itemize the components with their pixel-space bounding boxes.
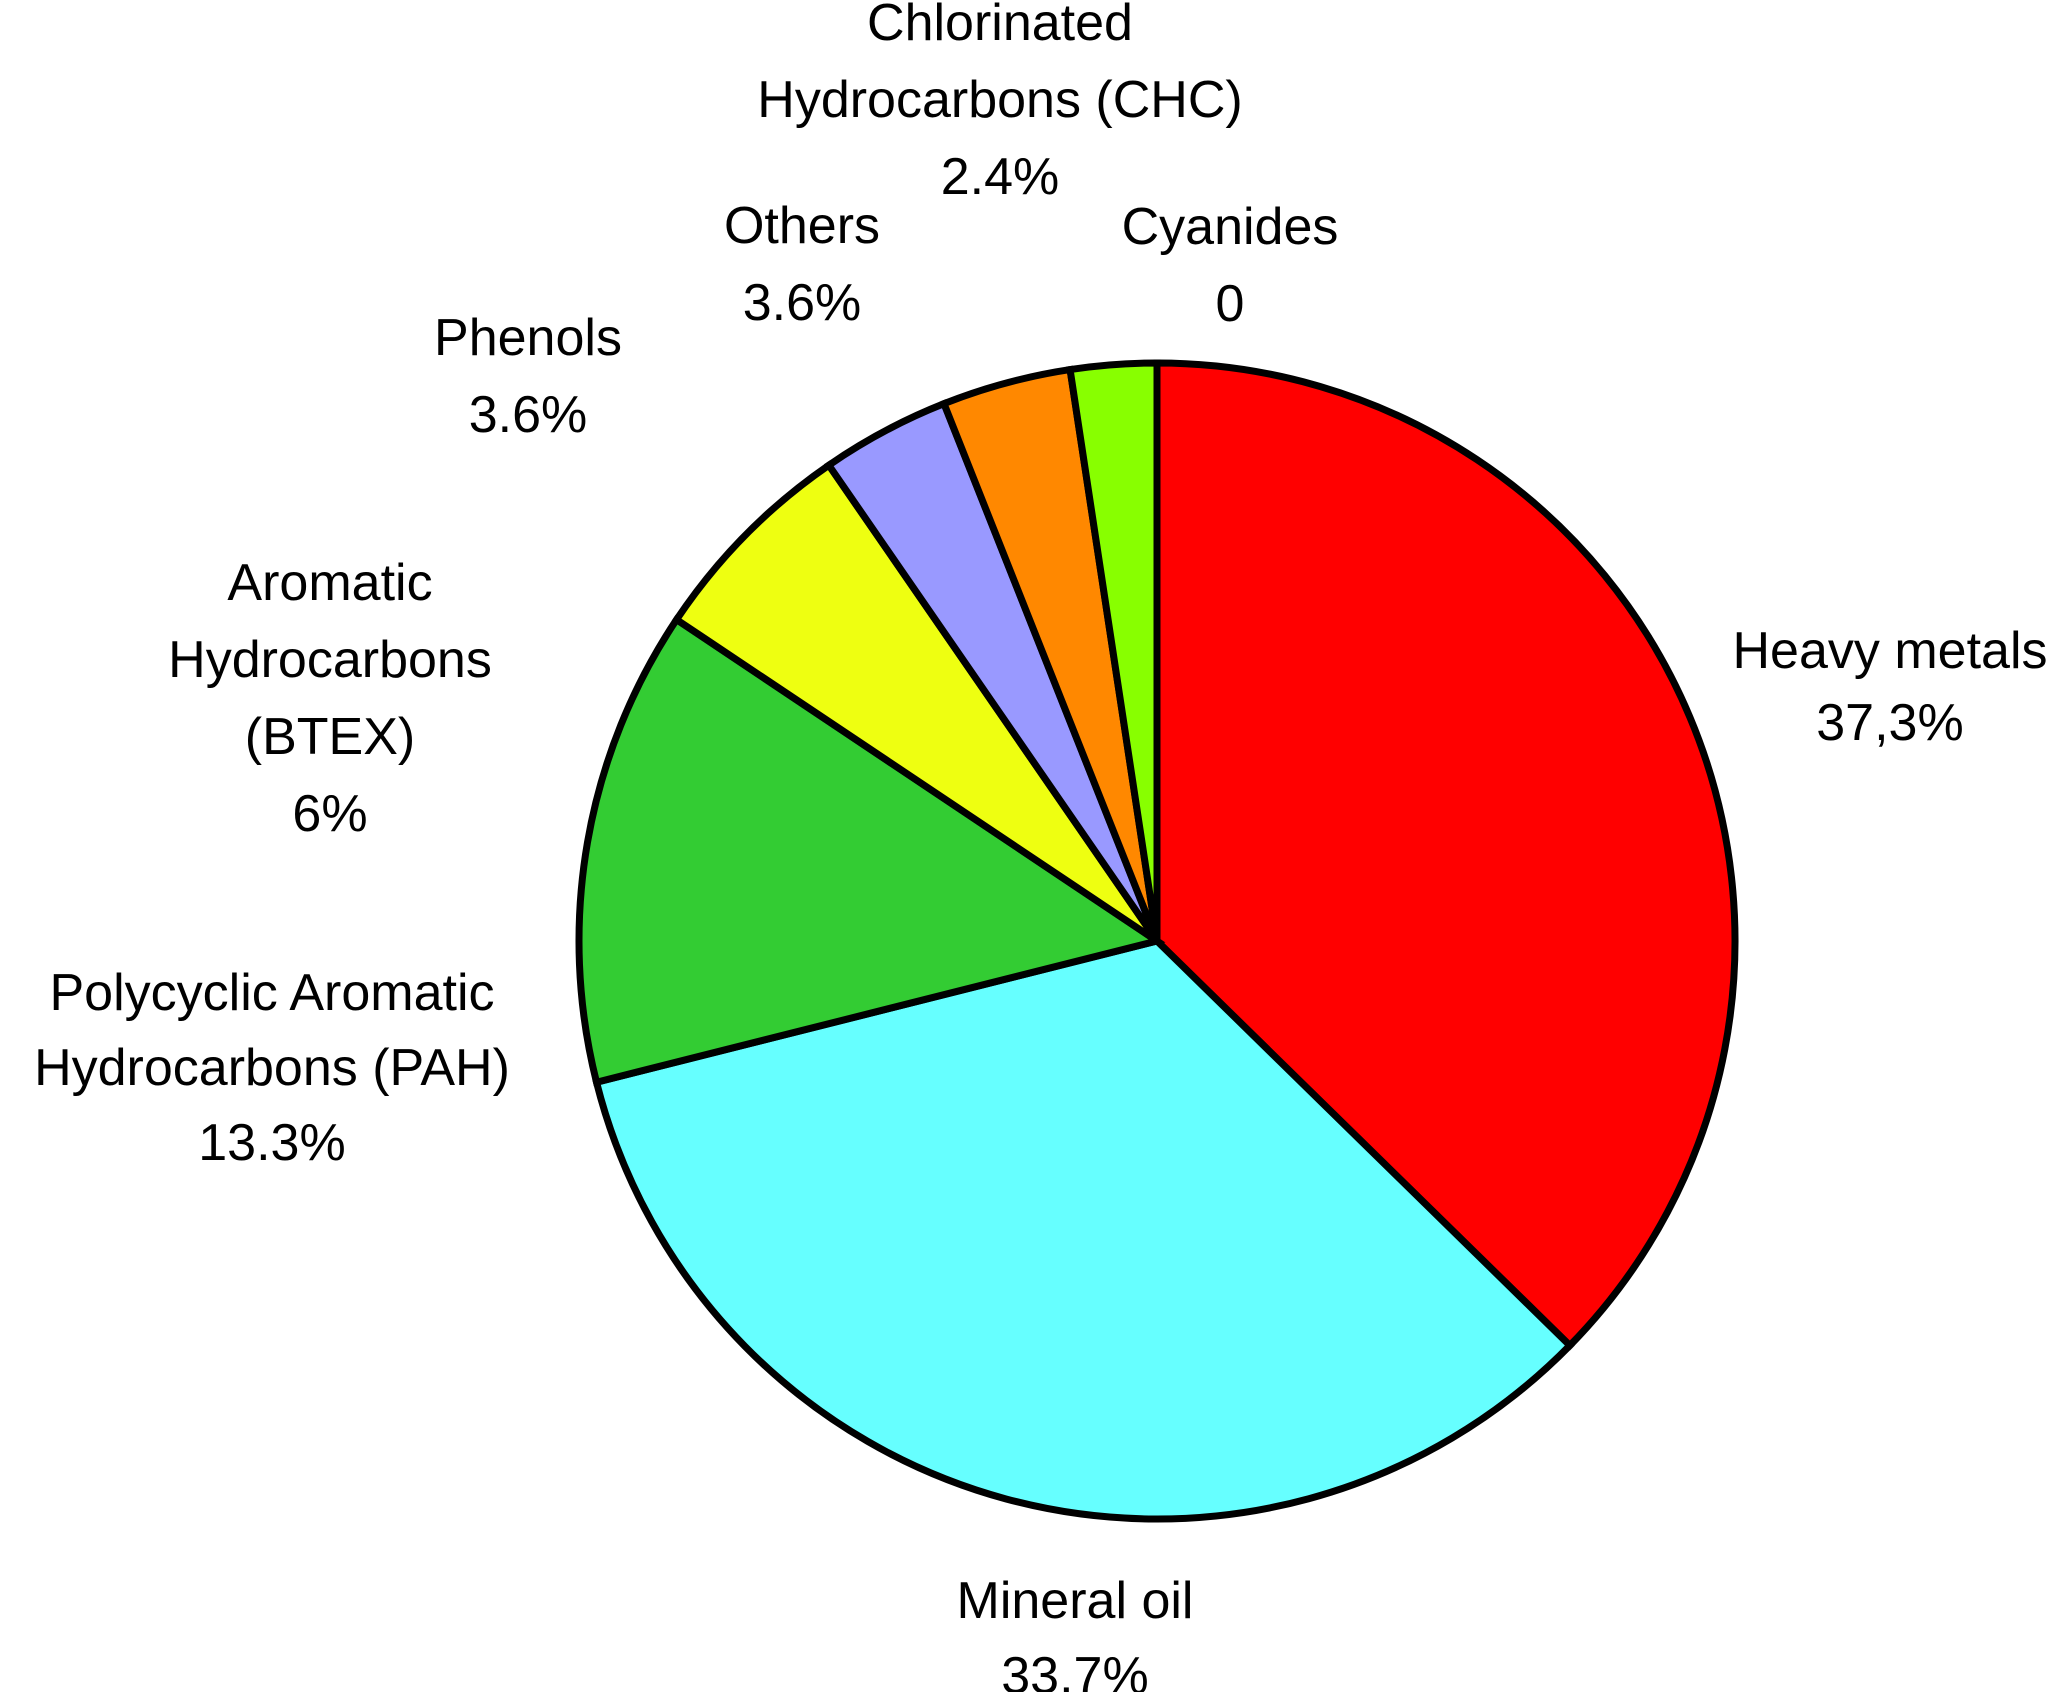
- pie-slice-chlorinated-hydrocarbons-chc: [1066, 359, 1161, 942]
- slice-label-cyanides: Cyanides 0: [1122, 198, 1339, 333]
- slice-label-chlorinated-hydrocarbons-chc: Chlorinated Hydrocarbons (CHC) 2.4%: [757, 0, 1242, 206]
- slice-label-line: 2.4%: [941, 148, 1060, 206]
- slice-label-line: 6%: [292, 785, 367, 843]
- slice-label-line: Chlorinated: [867, 0, 1133, 52]
- slice-label-line: Mineral oil: [957, 1572, 1194, 1630]
- slice-label-line: Phenols: [434, 309, 622, 367]
- slice-label-polycyclic-aromatic-hydrocarbons-pah: Polycyclic Aromatic Hydrocarbons (PAH) 13.…: [34, 964, 510, 1172]
- pie-slice-heavy-metals: [1153, 359, 1739, 1351]
- slice-label-line: Hydrocarbons (PAH): [34, 1039, 510, 1097]
- pie-slice-aromatic-hydrocarbons-btex: [671, 460, 1160, 944]
- slice-label-line: (BTEX): [245, 708, 415, 766]
- slice-label-others: Others 3.6%: [724, 197, 880, 332]
- slice-label-line: Polycyclic Aromatic: [50, 964, 495, 1022]
- slice-label-line: 37,3%: [1816, 694, 1963, 752]
- slice-label-line: Hydrocarbons: [168, 631, 492, 689]
- slice-label-line: Cyanides: [1122, 198, 1339, 256]
- slice-label-mineral-oil: Mineral oil 33.7%: [957, 1572, 1194, 1692]
- slice-label-heavy-metals: Heavy metals 37,3%: [1733, 622, 2048, 752]
- pie-slice-mineral-oil: [592, 937, 1575, 1523]
- slice-label-line: 3.6%: [469, 386, 588, 444]
- pie-labels: Heavy metals 37,3% Mineral oil 33.7% Polycyc…: [34, 0, 2047, 1692]
- slice-label-line: Heavy metals: [1733, 622, 2048, 680]
- pie-slice-polycyclic-aromatic-hydrocarbons-pah: [575, 614, 1166, 1087]
- slice-label-line: Others: [724, 197, 880, 255]
- slice-label-line: Aromatic: [227, 554, 432, 612]
- slice-label-line: 3.6%: [743, 274, 862, 332]
- slice-label-aromatic-hydrocarbons-btex: Aromatic Hydrocarbons (BTEX) 6%: [168, 554, 492, 843]
- slice-label-line: 0: [1216, 275, 1245, 333]
- slice-label-line: 13.3%: [198, 1114, 345, 1172]
- slice-label-phenols: Phenols 3.6%: [434, 309, 622, 444]
- slice-label-line: Hydrocarbons (CHC): [757, 71, 1242, 129]
- slice-label-line: 33.7%: [1001, 1647, 1148, 1692]
- pie-slices: [575, 359, 1739, 1523]
